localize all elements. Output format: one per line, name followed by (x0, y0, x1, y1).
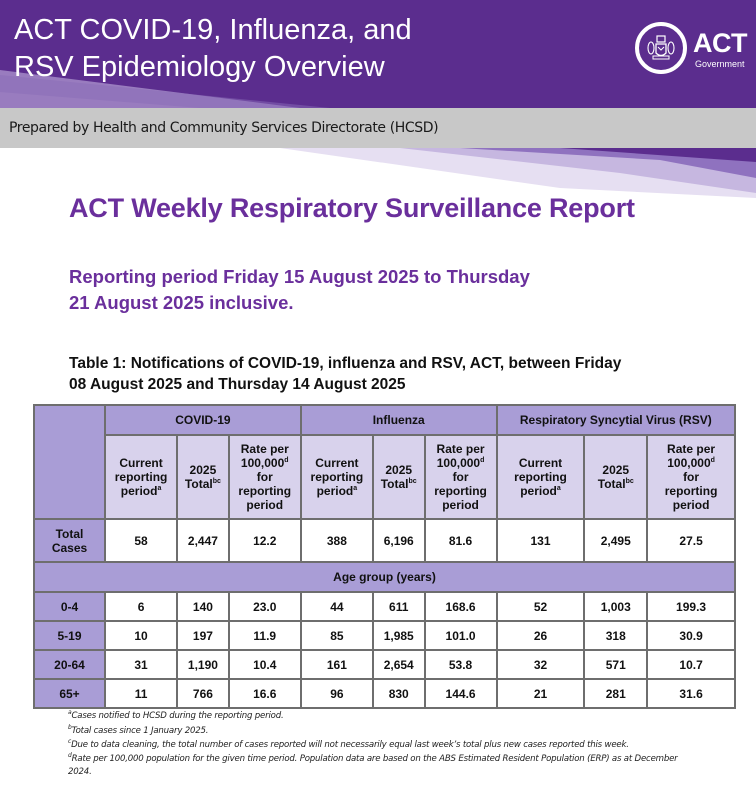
table-cell: 10.7 (646, 649, 736, 680)
table-cell: 53.8 (423, 649, 498, 680)
row-label: 20-64 (33, 649, 106, 680)
footnotes: aCases notified to HCSD during the repor… (68, 709, 688, 779)
subheader-rate: Rate per 100,000d for reporting period (646, 434, 736, 520)
subheader-rate: Rate per 100,000d for reporting period (227, 434, 302, 520)
table-cell: 31.6 (646, 678, 736, 709)
header-banner: ACT COVID-19, Influenza, and RSV Epidemi… (0, 0, 756, 108)
table-cell: 21 (495, 678, 586, 709)
row-label: 0-4 (33, 591, 106, 622)
table-cell: 611 (371, 591, 426, 622)
subheader-2025-total: 2025 Totalbc (583, 434, 649, 520)
prepared-by-bar: Prepared by Health and Community Service… (0, 108, 756, 148)
group-header-covid: COVID-19 (104, 404, 302, 436)
row-label: 65+ (33, 678, 106, 709)
table-cell: 52 (495, 591, 586, 622)
table-cell: 26 (495, 620, 586, 651)
table-cell: 168.6 (423, 591, 498, 622)
table-cell: 131 (495, 518, 586, 563)
subheader-2025-total: 2025 Totalbc (371, 434, 426, 520)
table-cell: 96 (299, 678, 374, 709)
subheader-current-period: Current reporting perioda (495, 434, 586, 520)
table-cell: 30.9 (646, 620, 736, 651)
document-title-line2: RSV Epidemiology Overview (14, 51, 385, 83)
subheader-rate: Rate per 100,000d for reporting period (423, 434, 498, 520)
footnote-c: cDue to data cleaning, the total number … (68, 738, 629, 750)
table-row: 65+ 11 766 16.6 96 830 144.6 21 281 31.6 (33, 678, 736, 709)
table-cell: 6 (103, 591, 179, 622)
table-cell: 199.3 (646, 591, 736, 622)
age-group-header-row: Age group (years) (33, 561, 736, 593)
table-caption-line1: Table 1: Notifications of COVID-19, infl… (69, 355, 622, 372)
table-cell: 85 (299, 620, 374, 651)
table-cell: 281 (583, 678, 649, 709)
subheader-current-period: Current reporting perioda (103, 434, 179, 520)
table-cell: 571 (583, 649, 649, 680)
table-cell: 6,196 (371, 518, 426, 563)
table-cell: 1,190 (176, 649, 230, 680)
reporting-period: Reporting period Friday 15 August 2025 t… (69, 264, 629, 316)
stub-header-cell (33, 404, 106, 520)
sub-header-row: Current reporting perioda 2025 Totalbc Rate… (34, 434, 736, 520)
table-cell: 766 (176, 678, 230, 709)
table-cell: 32 (495, 649, 586, 680)
decorative-ribbon (280, 148, 756, 198)
table-cell: 23.0 (227, 591, 302, 622)
table-cell: 197 (176, 620, 230, 651)
reporting-period-line1: Reporting period Friday 15 August 2025 t… (69, 266, 530, 287)
table-row: 0-4 6 140 23.0 44 611 168.6 52 1,003 199… (33, 591, 736, 622)
table-cell: 2,447 (176, 518, 230, 563)
table-cell: 1,003 (583, 591, 649, 622)
group-header-row: COVID-19 Influenza Respiratory Syncytial… (33, 404, 737, 520)
report-title: ACT Weekly Respiratory Surveillance Repo… (69, 193, 635, 223)
logo-government-text: Government (695, 59, 745, 69)
footnote-a: aCases notified to HCSD during the repor… (68, 709, 284, 721)
table-cell: 318 (583, 620, 649, 651)
table-caption-line2: 08 August 2025 and Thursday 14 August 20… (69, 376, 406, 393)
table-cell: 11 (103, 678, 179, 709)
act-government-logo: ACT Government (635, 22, 755, 82)
document-title: ACT COVID-19, Influenza, and RSV Epidemi… (14, 12, 412, 86)
table-cell: 10.4 (227, 649, 302, 680)
banner-decoration (0, 70, 330, 108)
prepared-by-text: Prepared by Health and Community Service… (9, 120, 439, 136)
table-cell: 1,985 (371, 620, 426, 651)
table-cell: 10 (103, 620, 179, 651)
table-cell: 44 (299, 591, 374, 622)
document-title-line1: ACT COVID-19, Influenza, and (14, 14, 412, 46)
table-row: 5-19 10 197 11.9 85 1,985 101.0 26 318 3… (33, 620, 736, 651)
table-cell: 81.6 (423, 518, 498, 563)
footnote-b: bTotal cases since 1 January 2025. (68, 723, 209, 736)
notifications-table: COVID-19 Influenza Respiratory Syncytial… (33, 404, 737, 709)
table-cell: 388 (299, 518, 374, 563)
table-cell: 27.5 (646, 518, 736, 563)
table-cell: 16.6 (227, 678, 302, 709)
table-row: 20-64 31 1,190 10.4 161 2,654 53.8 32 57… (33, 649, 736, 680)
subheader-2025-total: 2025 Totalbc (176, 434, 230, 520)
table-cell: 830 (371, 678, 426, 709)
reporting-period-line2: 21 August 2025 inclusive. (69, 292, 294, 313)
table-cell: 31 (103, 649, 179, 680)
table-cell: 2,495 (583, 518, 649, 563)
table-cell: 140 (176, 591, 230, 622)
table-cell: 161 (299, 649, 374, 680)
group-header-rsv: Respiratory Syncytial Virus (RSV) (495, 404, 737, 436)
table-cell: 2,654 (371, 649, 426, 680)
table-cell: 11.9 (227, 620, 302, 651)
subheader-current-period: Current reporting perioda (299, 434, 374, 520)
table-cell: 12.2 (227, 518, 302, 563)
table-cell: 58 (103, 518, 179, 563)
logo-act-text: ACT (693, 28, 748, 58)
total-cases-row: Total Cases 58 2,447 12.2 388 6,196 81.6 … (33, 518, 736, 563)
table-cell: 144.6 (423, 678, 498, 709)
table-cell: 101.0 (423, 620, 498, 651)
table-caption: Table 1: Notifications of COVID-19, infl… (69, 353, 689, 395)
row-label: Total Cases (33, 518, 106, 563)
group-header-influenza: Influenza (299, 404, 498, 436)
age-group-label: Age group (years) (33, 561, 736, 593)
act-coat-of-arms-icon (635, 22, 687, 74)
footnote-d: dRate per 100,000 population for the giv… (68, 751, 678, 777)
row-label: 5-19 (33, 620, 106, 651)
